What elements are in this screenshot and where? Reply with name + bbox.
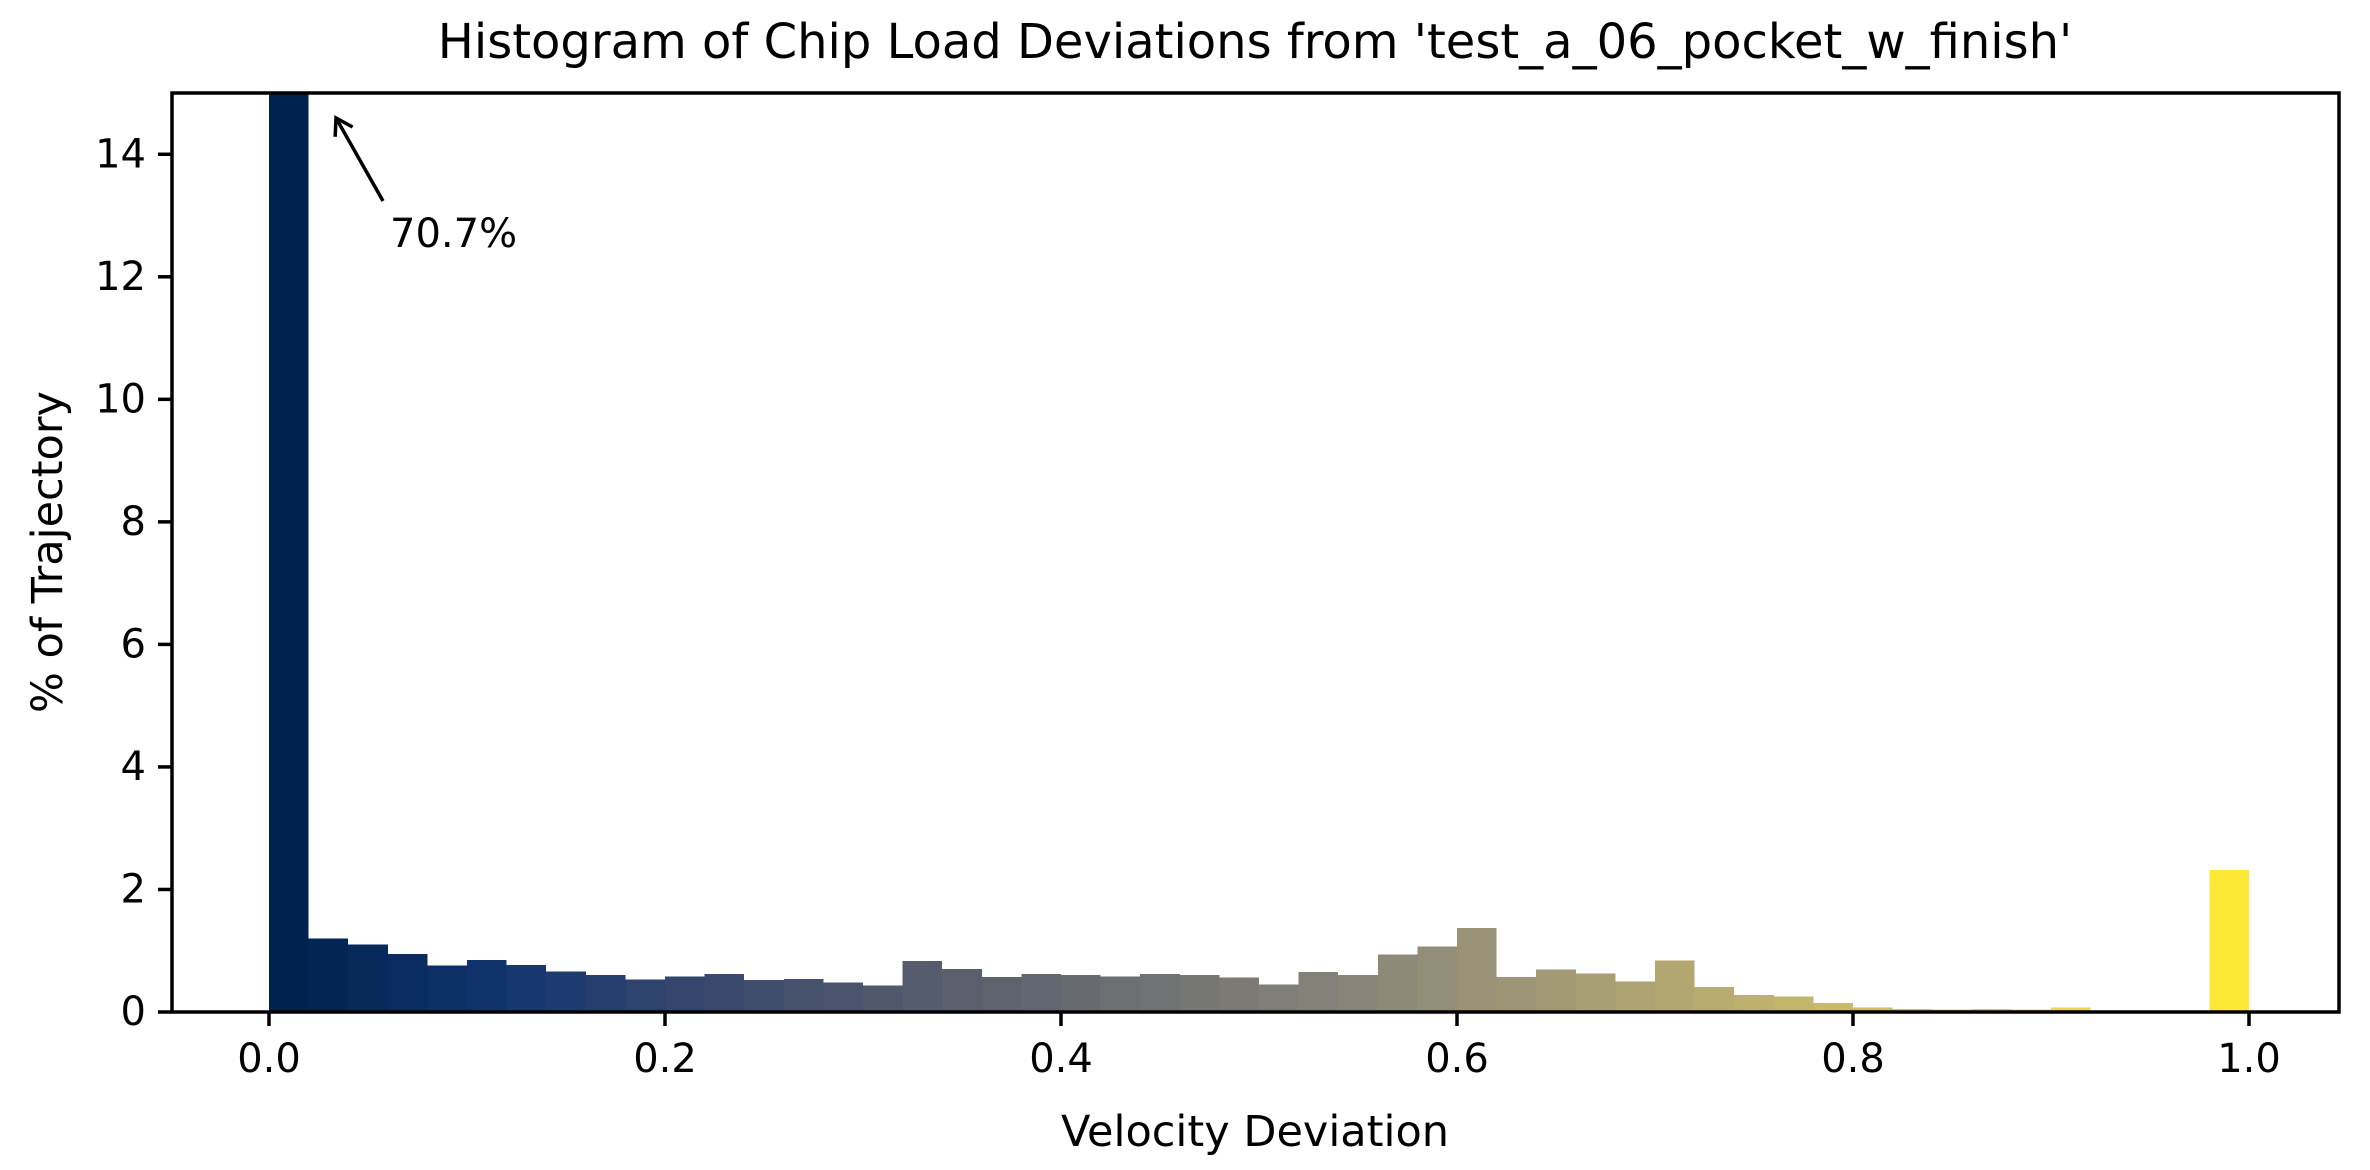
histogram-bar — [1773, 996, 1814, 1012]
y-axis-label: % of Trajectory — [23, 391, 73, 713]
histogram-bar — [1853, 1007, 1893, 1012]
x-tick-label: 1.0 — [2217, 1036, 2281, 1082]
y-tick-label: 10 — [95, 376, 146, 422]
histogram-bar — [981, 977, 1022, 1012]
histogram-bar — [1536, 969, 1576, 1012]
histogram-bar — [1140, 974, 1180, 1012]
x-axis-label: Velocity Deviation — [1061, 1107, 1449, 1157]
x-tick-label: 0.2 — [633, 1036, 697, 1082]
histogram-bar — [1259, 984, 1299, 1012]
y-tick-label: 2 — [121, 866, 146, 912]
histogram-bar — [704, 974, 745, 1012]
histogram-bar — [1734, 994, 1774, 1012]
histogram-bar — [546, 971, 586, 1012]
histogram-bars — [269, 93, 2249, 1012]
histogram-bar — [1655, 960, 1695, 1012]
histogram-bar — [1694, 986, 1735, 1012]
histogram-bar — [1496, 977, 1537, 1012]
y-tick-label: 4 — [121, 744, 146, 790]
histogram-bar — [1219, 977, 1259, 1012]
histogram-bar — [902, 961, 943, 1012]
histogram-bar — [1338, 975, 1378, 1012]
x-tick-label: 0.6 — [1425, 1036, 1489, 1082]
histogram-bar — [506, 964, 547, 1012]
histogram-bar — [308, 938, 349, 1012]
x-tick-label: 0.4 — [1029, 1036, 1093, 1082]
histogram-bar — [1575, 973, 1616, 1012]
histogram-bar — [1298, 972, 1339, 1012]
histogram-bar — [427, 965, 467, 1012]
y-tick-label: 6 — [121, 621, 146, 667]
histogram-bar — [823, 982, 863, 1012]
histogram-bar — [1457, 928, 1497, 1012]
x-tick-label: 0.0 — [237, 1036, 301, 1082]
histogram-bar — [467, 959, 507, 1012]
chart-title: Histogram of Chip Load Deviations from '… — [438, 14, 2072, 70]
histogram-bar — [1417, 946, 1457, 1012]
axis-ticks: 0.0 0.2 0.4 0.6 0.8 1.0 0 2 4 6 8 10 12 14 — [95, 131, 2281, 1082]
histogram-bar — [783, 978, 824, 1012]
histogram-bar — [1179, 975, 1220, 1012]
histogram-bar — [942, 969, 982, 1012]
histogram-bar — [1021, 974, 1061, 1012]
x-tick-label: 0.8 — [1821, 1036, 1885, 1082]
histogram-bar — [2051, 1007, 2091, 1012]
histogram-bar — [387, 953, 428, 1012]
histogram-bar — [348, 944, 388, 1012]
histogram-bar — [585, 975, 626, 1012]
y-tick-label: 12 — [95, 254, 146, 300]
annotation-label: 70.7% — [390, 211, 517, 257]
histogram-bar — [1100, 976, 1141, 1012]
histogram-bar — [1377, 954, 1418, 1012]
histogram-bar — [625, 979, 665, 1012]
histogram-bar — [863, 985, 903, 1012]
y-tick-label: 0 — [121, 989, 146, 1035]
histogram-bar — [1615, 981, 1655, 1012]
y-tick-label: 14 — [95, 131, 146, 177]
y-tick-label: 8 — [121, 499, 146, 545]
annotation-arrow — [333, 115, 385, 202]
histogram-bar — [665, 976, 705, 1012]
annotation-70-7-percent: 70.7% — [333, 115, 517, 257]
histogram-bar — [1813, 1002, 1853, 1012]
plot-frame — [170, 91, 2341, 1014]
histogram-bar — [2209, 869, 2249, 1012]
histogram-bar — [744, 980, 784, 1012]
histogram-bar — [1061, 975, 1101, 1012]
histogram-bar — [269, 93, 309, 1012]
